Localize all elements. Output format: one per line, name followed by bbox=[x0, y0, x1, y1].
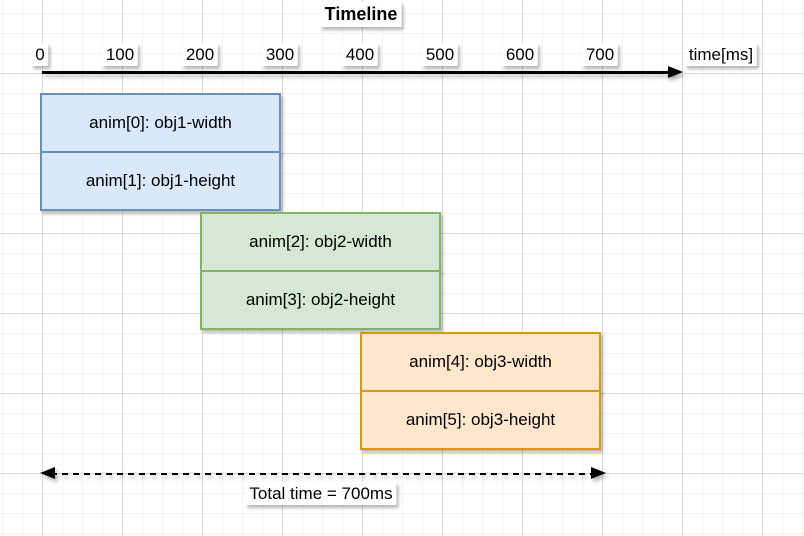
axis-tick-label: 0 bbox=[31, 43, 49, 67]
anim-bar-obj3-height: anim[5]: obj3-height bbox=[360, 390, 601, 450]
axis-tick-label: 300 bbox=[261, 43, 299, 67]
track-obj1: anim[0]: obj1-width anim[1]: obj1-height bbox=[40, 93, 281, 211]
axis-tick-label: 700 bbox=[581, 43, 619, 67]
anim-bar-obj1-width: anim[0]: obj1-width bbox=[40, 93, 281, 153]
total-time-arrow bbox=[40, 466, 606, 482]
anim-bar-obj2-height: anim[3]: obj2-height bbox=[200, 270, 441, 330]
anim-bar-obj2-width: anim[2]: obj2-width bbox=[200, 212, 441, 272]
axis-tick-label: 600 bbox=[501, 43, 539, 67]
arrowhead-left-icon bbox=[40, 467, 55, 479]
axis-tick-label: 100 bbox=[101, 43, 139, 67]
track-obj3: anim[4]: obj3-width anim[5]: obj3-height bbox=[360, 332, 601, 450]
total-time-label: Total time = 700ms bbox=[245, 482, 397, 506]
total-time-dashed-line bbox=[51, 472, 595, 475]
axis-tick-label: 400 bbox=[341, 43, 379, 67]
anim-bar-obj3-width: anim[4]: obj3-width bbox=[360, 332, 601, 392]
time-axis-line bbox=[42, 71, 672, 74]
axis-tick-label: 500 bbox=[421, 43, 459, 67]
track-obj2: anim[2]: obj2-width anim[3]: obj2-height bbox=[200, 212, 441, 330]
axis-unit-label: time[ms] bbox=[684, 43, 758, 67]
arrowhead-right-icon bbox=[591, 467, 606, 479]
diagram-title: Timeline bbox=[320, 2, 402, 27]
axis-tick-label: 200 bbox=[181, 43, 219, 67]
anim-bar-obj1-height: anim[1]: obj1-height bbox=[40, 151, 281, 211]
axis-arrowhead-right-icon bbox=[668, 66, 683, 78]
